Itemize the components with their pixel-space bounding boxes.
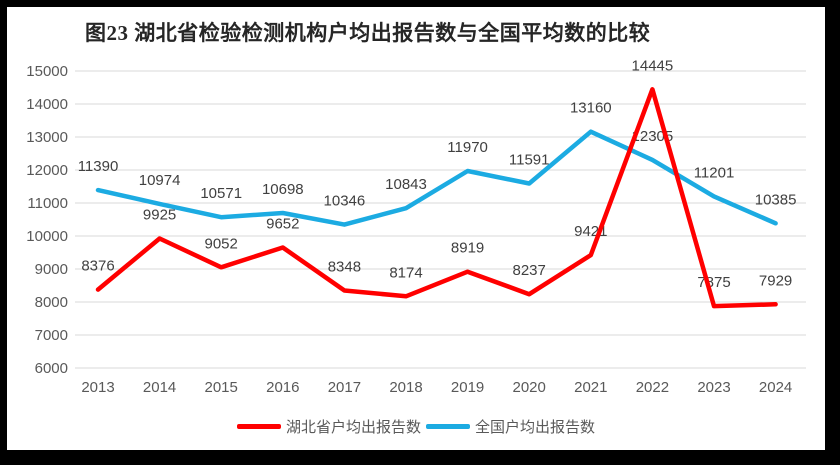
- legend-swatch-red-line: [236, 423, 281, 429]
- data-label: 10698: [262, 181, 304, 198]
- data-label: 10843: [385, 176, 427, 193]
- chart-legend: 湖北省户均出报告数 全国户均出报告数: [7, 416, 825, 436]
- data-label: 8174: [389, 264, 422, 281]
- x-axis-tick-label: 2020: [513, 379, 546, 396]
- x-axis-tick-label: 2013: [81, 379, 114, 396]
- x-axis-tick-label: 2022: [636, 379, 669, 396]
- y-axis-tick-label: 8000: [35, 294, 68, 311]
- legend-swatch-blue-line: [426, 423, 470, 429]
- x-axis-tick-label: 2023: [697, 379, 730, 396]
- data-label: 10974: [139, 172, 181, 189]
- chart-area: 图23 湖北省检验检测机构户均出报告数与全国平均数的比较 6000 7000 800…: [7, 7, 825, 450]
- data-label: 9652: [266, 216, 299, 233]
- x-axis-tick-label: 2019: [451, 379, 484, 396]
- data-label: 9052: [205, 235, 238, 252]
- y-axis-tick-label: 9000: [35, 261, 68, 278]
- data-label: 10571: [200, 185, 242, 202]
- chart-title: 图23 湖北省检验检测机构户均出报告数与全国平均数的比较: [85, 21, 651, 45]
- y-axis-tick-label: 7000: [35, 327, 68, 344]
- series-line-hubei: [95, 87, 778, 309]
- x-axis-tick-label: 2017: [328, 379, 361, 396]
- data-label: 7929: [759, 272, 792, 289]
- data-label: 8348: [328, 259, 361, 276]
- legend-item-national: 全国户均出报告数: [426, 416, 595, 437]
- x-axis-tick-label: 2018: [389, 379, 422, 396]
- y-axis-tick-label: 11000: [27, 195, 68, 212]
- y-axis-tick-label: 6000: [35, 360, 68, 377]
- x-axis-tick-label: 2014: [143, 379, 176, 396]
- legend-item-hubei: 湖北省户均出报告数: [236, 416, 421, 437]
- legend-label-national: 全国户均出报告数: [475, 418, 596, 436]
- x-axis-tick-label: 2015: [205, 379, 238, 396]
- data-label: 8919: [451, 240, 484, 257]
- data-label: 11591: [509, 152, 550, 169]
- y-axis-tick-label: 14000: [26, 96, 68, 113]
- data-label: 7875: [697, 274, 730, 291]
- y-axis-tick-label: 13000: [26, 129, 68, 146]
- x-axis-tick-label: 2021: [574, 379, 607, 396]
- x-axis-tick-label: 2016: [266, 379, 299, 396]
- data-label: 11390: [78, 158, 119, 175]
- data-label: 8376: [81, 258, 114, 275]
- data-label: 10346: [324, 193, 366, 210]
- y-axis-tick-label: 10000: [26, 228, 68, 245]
- data-label: 8237: [513, 262, 546, 279]
- series-line-national: [95, 129, 778, 227]
- data-label: 11970: [447, 139, 488, 156]
- data-label: 13160: [570, 100, 612, 117]
- y-axis-tick-label: 15000: [26, 63, 68, 80]
- line-chart-plot: 6000 7000 8000 9000 10000 11000 12000 13000 1400…: [26, 57, 806, 396]
- y-axis-tick-label: 12000: [26, 162, 68, 179]
- data-label: 10385: [755, 191, 797, 208]
- data-label: 11201: [694, 164, 735, 181]
- x-axis-tick-label: 2024: [759, 379, 792, 396]
- data-label: 14445: [632, 57, 674, 74]
- data-label: 9925: [143, 207, 176, 224]
- legend-label-hubei: 湖北省户均出报告数: [285, 418, 421, 436]
